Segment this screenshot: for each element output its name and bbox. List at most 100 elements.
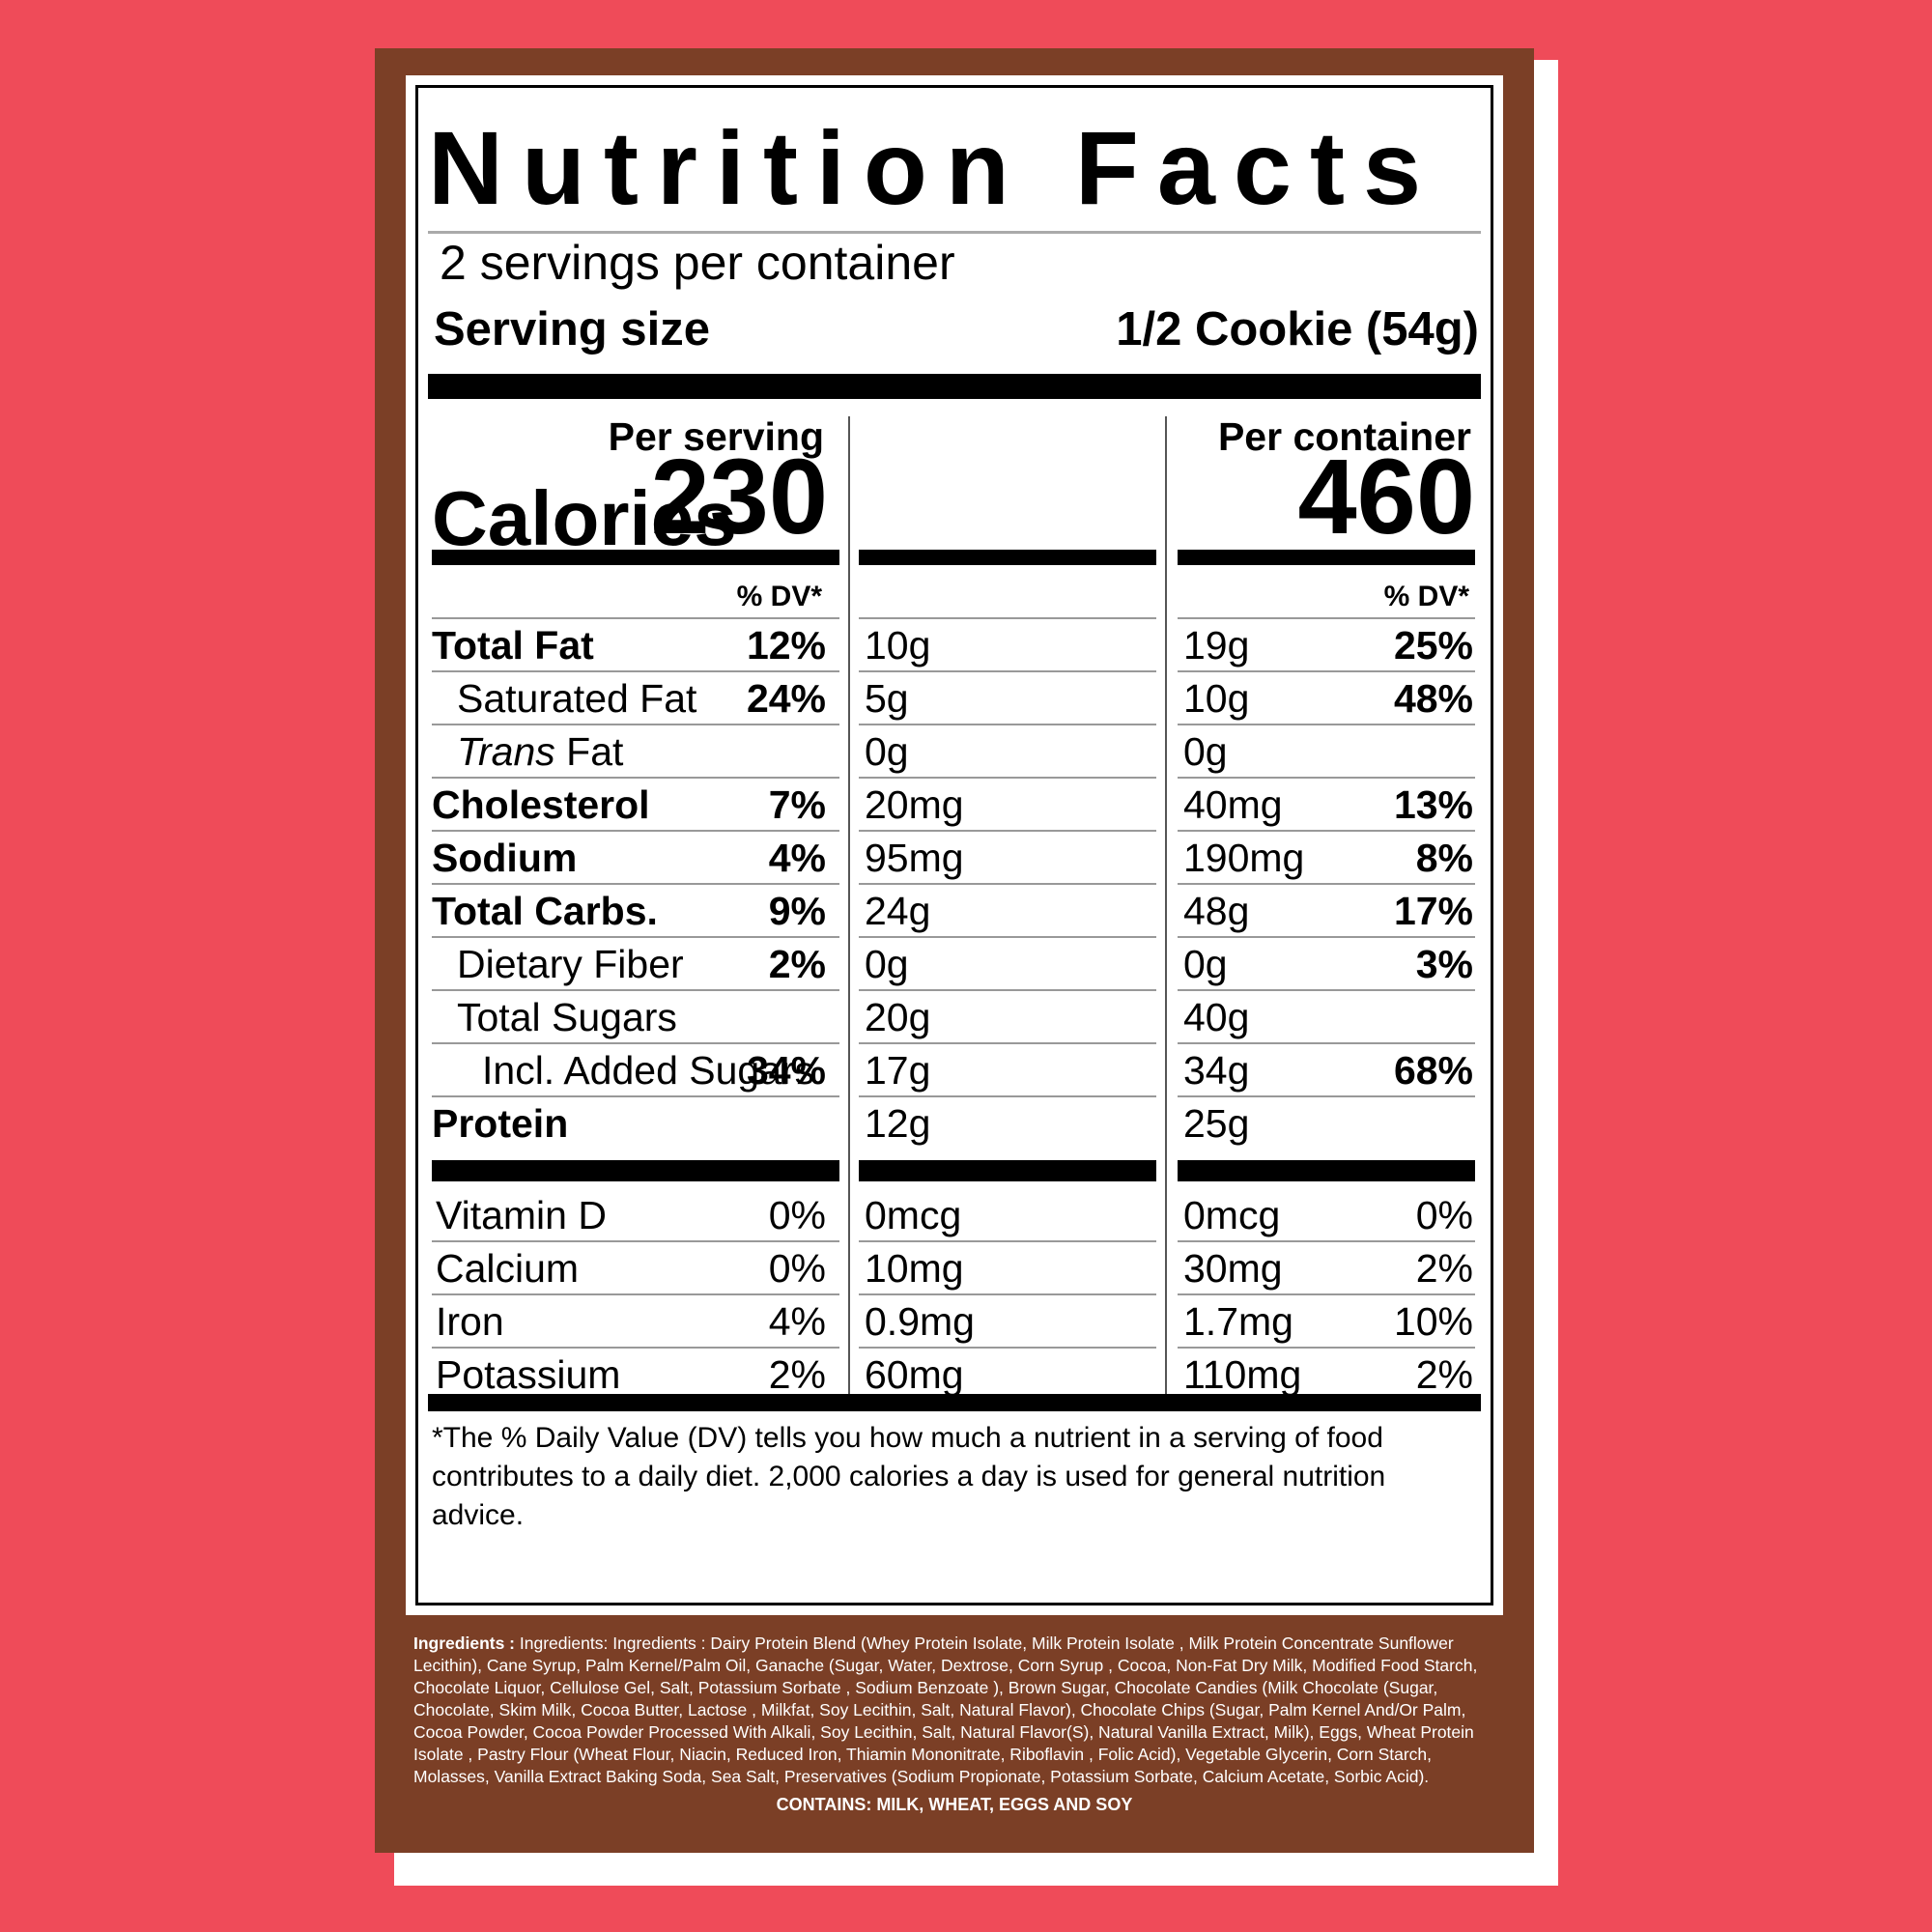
- row-divider: [432, 1240, 839, 1242]
- row-divider: [432, 1347, 839, 1349]
- row-divider: [859, 1293, 1156, 1295]
- serving-dv: 2%: [768, 1352, 826, 1397]
- nutrition-label-frame: Nutrition Facts 2 servings per container…: [415, 85, 1493, 1605]
- row-divider: [432, 1293, 839, 1295]
- container-dv: 8%: [1415, 836, 1473, 880]
- container-amount: 19g: [1183, 623, 1250, 668]
- row-divider: [1178, 936, 1475, 938]
- nutrient-name: Trans Fat: [457, 729, 623, 775]
- dv-header-container: % DV*: [1383, 581, 1469, 612]
- container-amount: 0mcg: [1183, 1193, 1281, 1237]
- serving-amount: 10g: [865, 623, 931, 668]
- table-row: Vitamin D 0mcg 0% 0mcg 0%: [418, 1189, 1491, 1242]
- table-row: Total Sugars 20g 40g: [418, 991, 1491, 1044]
- row-divider: [1178, 989, 1475, 991]
- nutrient-name: Saturated Fat: [457, 676, 697, 721]
- row-divider: [859, 617, 1156, 619]
- allergen-statement: CONTAINS: MILK, WHEAT, EGGS AND SOY: [776, 1795, 1133, 1814]
- serving-amount: 0g: [865, 729, 909, 774]
- nutrient-name: Total Carbs.: [432, 889, 658, 933]
- table-row: Cholesterol 20mg 7% 40mg 13%: [418, 779, 1491, 832]
- row-divider: [859, 830, 1156, 832]
- serving-size-label: Serving size: [434, 303, 710, 355]
- protein-bar-2: [859, 1160, 1156, 1181]
- background-logo-watermark: [46, 1710, 147, 1768]
- container-amount: 10g: [1183, 676, 1250, 721]
- table-row: Total Carbs. 24g 9% 48g 17%: [418, 885, 1491, 938]
- nutrient-name: Incl. Added Sugars: [482, 1048, 815, 1093]
- label-title: Nutrition Facts: [428, 109, 1440, 226]
- row-divider: [859, 1240, 1156, 1242]
- column-divider-2: [1165, 416, 1167, 1397]
- row-divider: [1178, 777, 1475, 779]
- row-divider: [1178, 1240, 1475, 1242]
- row-divider: [859, 724, 1156, 725]
- protein-bar-1: [432, 1160, 839, 1181]
- row-divider: [1178, 883, 1475, 885]
- row-divider: [432, 777, 839, 779]
- row-divider: [432, 989, 839, 991]
- thick-bar-top: [428, 374, 1481, 399]
- row-divider: [1178, 1042, 1475, 1044]
- serving-amount: 24g: [865, 889, 931, 933]
- serving-dv: 24%: [746, 676, 826, 721]
- table-row: Potassium 60mg 2% 110mg 2%: [418, 1349, 1491, 1402]
- serving-dv: 12%: [746, 623, 826, 668]
- column-divider-1: [848, 416, 850, 1397]
- table-row: Calcium 10mg 0% 30mg 2%: [418, 1242, 1491, 1295]
- serving-amount: 60mg: [865, 1352, 964, 1397]
- row-divider: [859, 936, 1156, 938]
- row-divider: [859, 989, 1156, 991]
- row-divider: [1178, 724, 1475, 725]
- dv-footnote: *The % Daily Value (DV) tells you how mu…: [432, 1422, 1386, 1531]
- serving-dv: 0%: [768, 1193, 826, 1237]
- table-row: Iron 0.9mg 4% 1.7mg 10%: [418, 1295, 1491, 1349]
- container-dv: 0%: [1415, 1193, 1473, 1237]
- table-row: Sodium 95mg 4% 190mg 8%: [418, 832, 1491, 885]
- table-row: Protein 12g 25g: [418, 1097, 1491, 1151]
- table-row: Total Fat 10g 12% 19g 25%: [418, 619, 1491, 672]
- background-logo-watermark: [1553, 1179, 1654, 1236]
- serving-dv: 4%: [768, 1299, 826, 1344]
- row-divider: [432, 883, 839, 885]
- container-dv: 17%: [1393, 889, 1473, 933]
- nutrient-name: Sodium: [432, 836, 578, 880]
- row-divider: [1178, 670, 1475, 672]
- serving-dv: 0%: [768, 1246, 826, 1291]
- calories-per-serving: 230: [650, 438, 828, 556]
- row-divider: [859, 670, 1156, 672]
- nutrient-name-rest: Fat: [566, 729, 624, 774]
- serving-dv: 4%: [768, 836, 826, 880]
- nutrient-name: Dietary Fiber: [457, 942, 684, 986]
- row-divider: [432, 724, 839, 725]
- serving-amount: 0mcg: [865, 1193, 962, 1237]
- nutrient-name: Total Sugars: [457, 995, 677, 1039]
- row-divider: [859, 1042, 1156, 1044]
- container-dv: 68%: [1393, 1048, 1473, 1093]
- row-divider: [859, 777, 1156, 779]
- calories-label: Calories: [432, 475, 737, 561]
- background-logo-watermark: [1573, 599, 1673, 657]
- serving-amount: 95mg: [865, 836, 964, 880]
- nutrition-label: Nutrition Facts 2 servings per container…: [406, 75, 1503, 1615]
- calories-bar-1: [432, 550, 839, 565]
- serving-size-value: 1/2 Cookie (54g): [1116, 303, 1479, 355]
- table-row: Dietary Fiber 0g 2% 0g 3%: [418, 938, 1491, 991]
- row-divider: [432, 670, 839, 672]
- serving-amount: 20g: [865, 995, 931, 1039]
- protein-bar-3: [1178, 1160, 1475, 1181]
- container-amount: 48g: [1183, 889, 1250, 933]
- container-amount: 1.7mg: [1183, 1299, 1293, 1344]
- container-amount: 190mg: [1183, 836, 1305, 880]
- nutrient-name-italic: Trans: [457, 729, 555, 774]
- serving-dv: 7%: [768, 782, 826, 827]
- ingredients-label: Ingredients :: [413, 1634, 516, 1653]
- container-amount: 40mg: [1183, 782, 1283, 827]
- servings-per-container: 2 servings per container: [440, 236, 955, 290]
- product-box: Nutrition Facts 2 servings per container…: [375, 48, 1534, 1853]
- nutrient-name: Total Fat: [432, 623, 594, 668]
- container-amount: 0g: [1183, 729, 1228, 774]
- row-divider: [859, 883, 1156, 885]
- nutrient-name: Iron: [436, 1299, 504, 1344]
- container-amount: 30mg: [1183, 1246, 1283, 1291]
